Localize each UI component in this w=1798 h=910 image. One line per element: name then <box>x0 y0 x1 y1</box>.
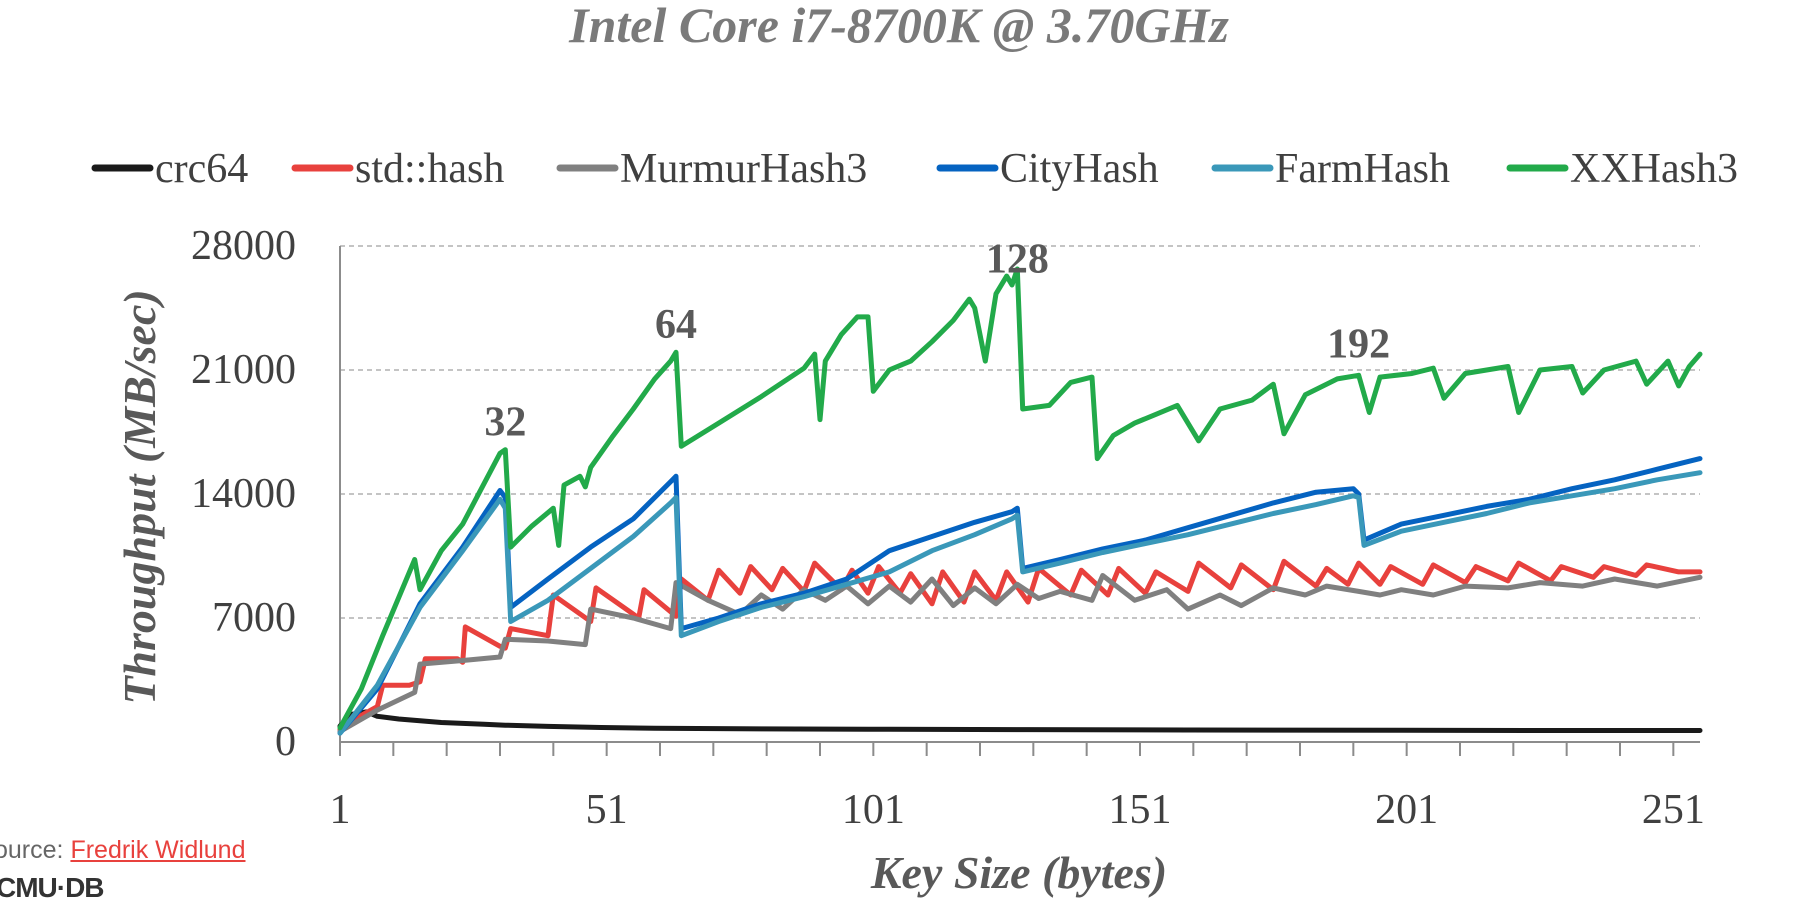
y-axis-title: Throughput (MB/sec) <box>114 289 165 704</box>
x-tick-label-1: 1 <box>330 787 351 833</box>
x-tick-label-201: 201 <box>1375 787 1438 833</box>
series-line-farmhash <box>337 470 1703 736</box>
legend: crc64 std::hash MurmurHash3 CityHash FarmHas… <box>91 146 1738 192</box>
legend-label-murmurhash3: MurmurHash3 <box>620 146 867 192</box>
y-tick-label-7000: 7000 <box>212 595 296 641</box>
series-line-xxhash3 <box>337 266 1703 731</box>
y-tick-label-28000: 28000 <box>191 223 296 269</box>
series-line-std-hash <box>337 558 1703 733</box>
y-tick-label-14000: 14000 <box>191 471 296 517</box>
legend-label-cityhash: CityHash <box>1000 146 1159 192</box>
annotation-32: 32 <box>484 400 526 446</box>
source-note: ource: Fredrik Widlund <box>0 836 246 865</box>
source-link[interactable]: Fredrik Widlund <box>70 836 246 864</box>
source-prefix: ource: <box>0 836 71 864</box>
series-layer <box>337 266 1703 736</box>
x-tick-label-51: 51 <box>586 787 628 833</box>
annotations: 32 64 128 192 <box>484 237 1390 446</box>
legend-label-std-hash: std::hash <box>355 146 504 192</box>
legend-label-farmhash: FarmHash <box>1275 146 1450 192</box>
x-tick-label-151: 151 <box>1109 787 1172 833</box>
x-tick-label-101: 101 <box>842 787 905 833</box>
x-tick-label-251: 251 <box>1642 787 1705 833</box>
series-line-murmurhash3 <box>337 573 1703 734</box>
legend-label-xxhash3: XXHash3 <box>1570 146 1738 192</box>
annotation-64: 64 <box>655 302 697 348</box>
legend-label-crc64: crc64 <box>155 146 248 192</box>
cmu-db-logo: CMU·DB <box>0 872 105 903</box>
x-axis-title: Key Size (bytes) <box>870 847 1167 898</box>
series-line-cityhash <box>337 456 1703 736</box>
annotation-128: 128 <box>986 237 1049 283</box>
series-line-crc64 <box>337 709 1703 733</box>
chart-title: Intel Core i7-8700K @ 3.70GHz <box>568 0 1229 53</box>
y-tick-label-0: 0 <box>275 719 296 765</box>
y-tick-label-21000: 21000 <box>191 347 296 393</box>
annotation-192: 192 <box>1327 322 1390 368</box>
